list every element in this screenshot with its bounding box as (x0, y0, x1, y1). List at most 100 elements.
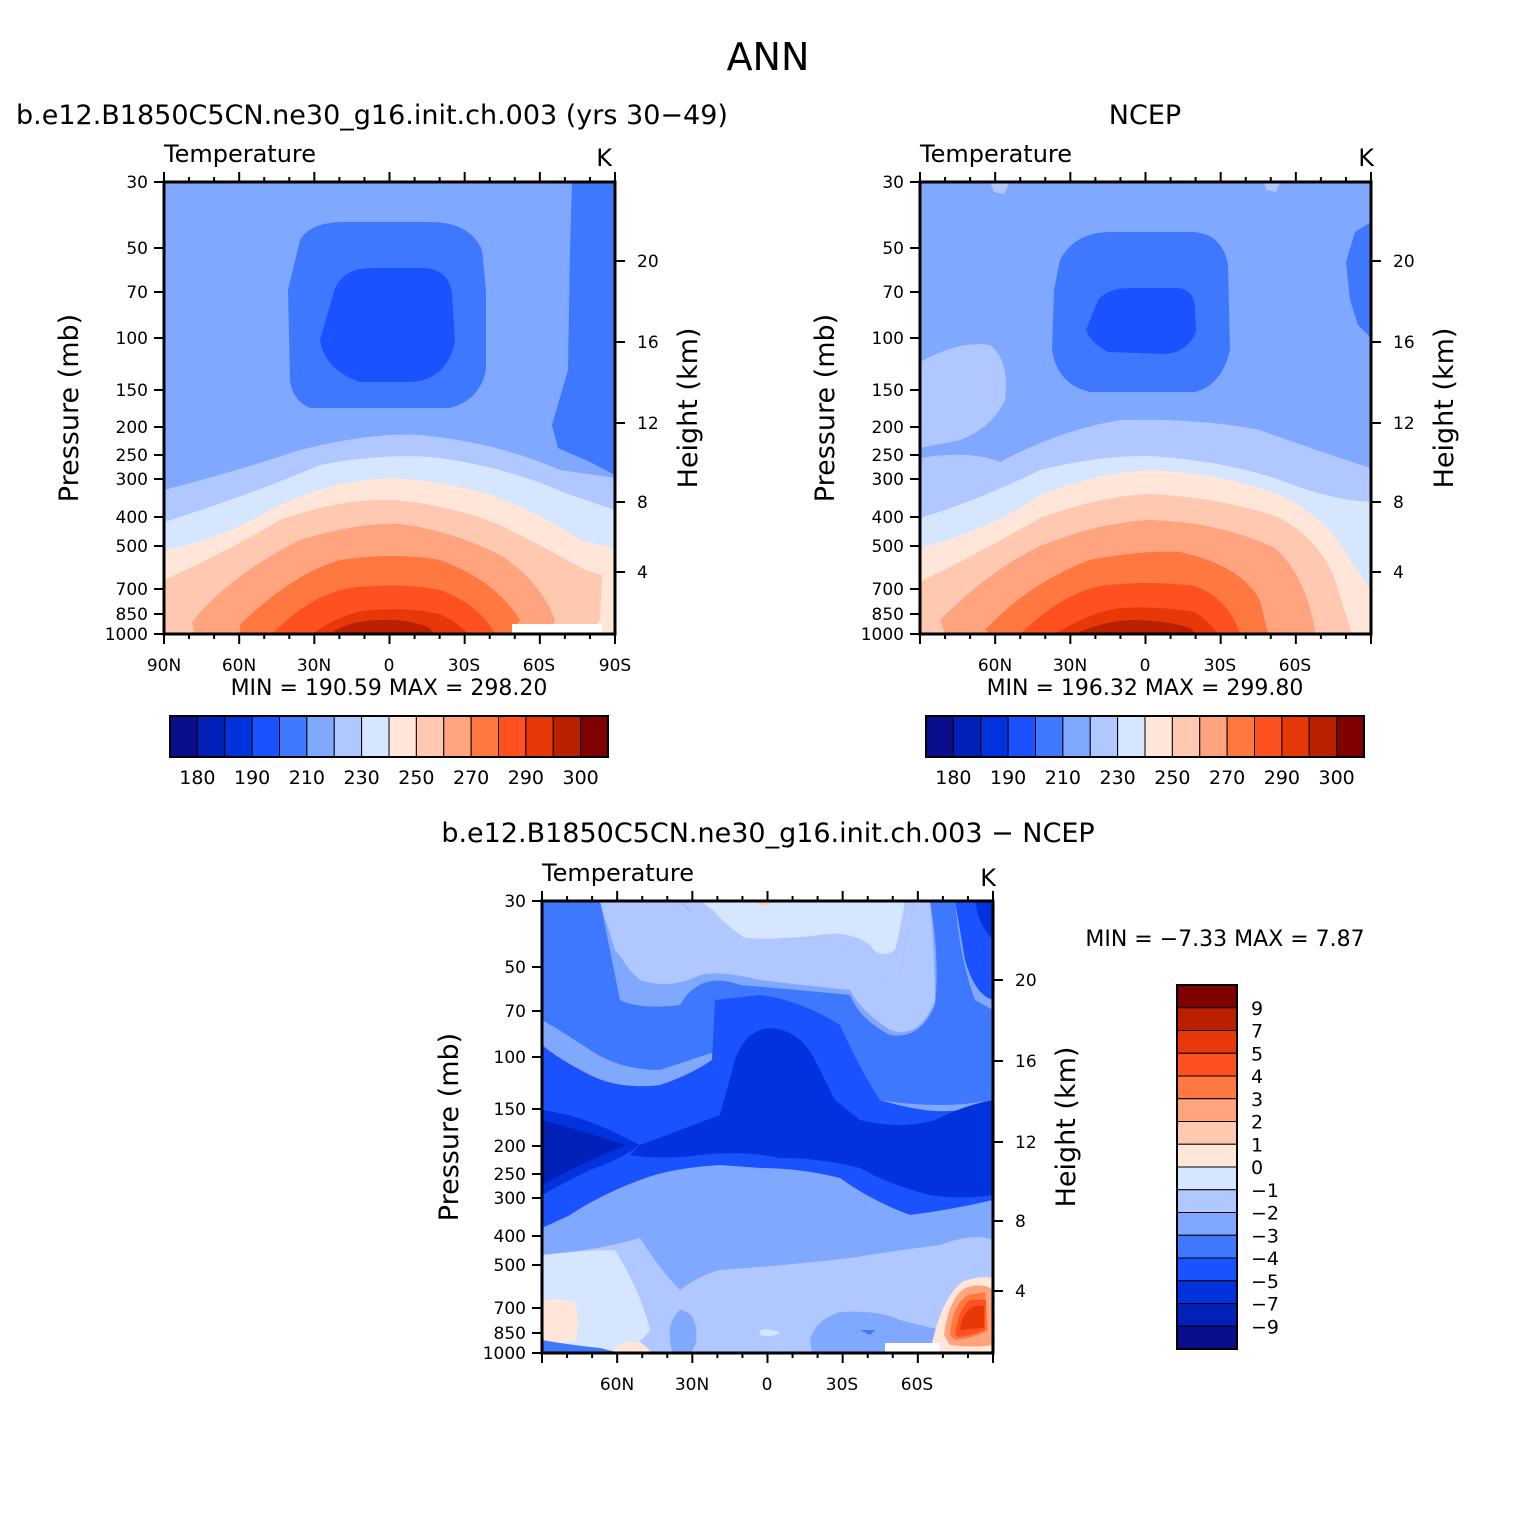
panel-model-ytick-label: 100 (116, 329, 148, 349)
panel-obs-units: K (1358, 144, 1375, 172)
panel-model-variable-label: Temperature (163, 140, 316, 168)
panel-obs-ylabel: Pressure (mb) (810, 314, 841, 502)
panel-model-colorbar: 180 190 210 230 250 270 290 300 (169, 715, 609, 789)
panel-model-xtick-label: 90N (147, 656, 181, 676)
panel-diff-colorbar-label: −7 (1251, 1294, 1279, 1316)
panel-model-y2tick-label: 8 (637, 493, 648, 513)
panel-model-colorbar-box (333, 715, 363, 758)
panel-model-colorbar-box (306, 715, 335, 758)
panel-diff-colorbar-box (1176, 1098, 1238, 1122)
panel-diff-ytick-label: 50 (504, 958, 526, 978)
panel-model-ylabel: Pressure (mb) (54, 314, 85, 502)
panel-obs-ytick-label: 200 (872, 418, 904, 438)
panel-diff-colorbar-label: 0 (1251, 1157, 1263, 1179)
panel-obs-ytick-label: 500 (872, 537, 904, 557)
panel-model-y2tick-label: 4 (637, 563, 648, 583)
panel-diff-ytick-label: 100 (494, 1048, 526, 1068)
panel-diff-xtick-label: 60N (600, 1375, 634, 1395)
panel-model-colorbar-box (580, 715, 609, 758)
panel-model-colorbar-box (470, 715, 499, 758)
panel-model-xtick-label: 60N (222, 656, 256, 676)
panel-obs-xtick-label: 30S (1204, 656, 1236, 676)
panel-obs-ytick-label: 30 (882, 173, 904, 193)
panel-model-colorbar-box (196, 715, 226, 758)
panel-diff-variable-label: Temperature (541, 859, 694, 887)
panel-diff-ytick-label: 1000 (483, 1344, 526, 1364)
panel-diff-contours (542, 901, 993, 1353)
panel-obs-colorbar-box (1226, 715, 1255, 758)
panel-obs-colorbar-box (1062, 715, 1091, 758)
panel-model-y2tick-label: 12 (637, 414, 659, 434)
panel-diff-ytick-label: 700 (494, 1299, 526, 1319)
panel-diff-colorbar-label: 5 (1251, 1043, 1263, 1065)
panel-model-ytick-label: 50 (126, 239, 148, 259)
panel-obs-colorbar-box (1171, 715, 1201, 758)
panel-diff-xtick-label: 60S (901, 1375, 933, 1395)
panel-diff-colorbar-label: −3 (1251, 1225, 1279, 1247)
panel-model-ytick-label: 500 (116, 537, 148, 557)
panel-diff-colorbar-box (1176, 1121, 1238, 1145)
panel-diff-xtick-label: 30S (826, 1375, 858, 1395)
panel-model-ytick-label: 300 (116, 470, 148, 490)
panel-diff: b.e12.B1850C5CN.ne30_g16.init.ch.003 − N… (434, 818, 1365, 1395)
panel-obs-xtick-label: 60N (978, 656, 1012, 676)
panel-model-colorbar-box (525, 715, 554, 758)
panel-obs-colorbar-frame (925, 715, 1365, 758)
panel-model-ytick-label: 700 (116, 580, 148, 600)
panel-diff-ytick-label: 150 (494, 1100, 526, 1120)
panel-model-ytick-label: 150 (116, 381, 148, 401)
panel-obs-ytick-label: 700 (872, 580, 904, 600)
panel-diff-colorbar-label: 9 (1251, 998, 1263, 1020)
panel-diff-colorbar-box (1176, 1325, 1238, 1350)
panel-diff-colorbar-label: 1 (1251, 1134, 1263, 1156)
panel-obs-colorbar-box (1308, 715, 1338, 758)
panel-diff-ylabel: Pressure (mb) (434, 1033, 465, 1221)
panel-obs-colorbar-box (1117, 715, 1146, 758)
panel-model-y2label: Height (km) (673, 328, 704, 489)
panel-model-ytick-label: 850 (116, 605, 148, 625)
panel-diff-colorbar-label: −4 (1251, 1248, 1279, 1270)
panel-obs-y2tick-label: 12 (1393, 414, 1415, 434)
panel-diff-colorbar-box (1176, 1075, 1238, 1100)
panel-diff-colorbar-box (1176, 1212, 1238, 1236)
panel-model-colorbar-frame (169, 715, 609, 758)
panel-obs-colorbar-label: 300 (1318, 767, 1354, 789)
panel-obs-ytick-label: 50 (882, 239, 904, 259)
panel-obs-ytick-label: 850 (872, 605, 904, 625)
panel-obs-colorbar-box (1144, 715, 1173, 758)
panel-model-colorbar-label: 180 (179, 767, 215, 789)
panel-model-colorbar-box (169, 715, 198, 758)
panel-diff-y2tick-label: 20 (1015, 971, 1037, 991)
panel-obs-ytick-label: 250 (872, 446, 904, 466)
panel-obs-xtick-label: 60S (1279, 656, 1311, 676)
panel-obs-colorbar-box (1281, 715, 1310, 758)
panel-diff-colorbar-box (1176, 1234, 1238, 1259)
panel-model-colorbar-box (552, 715, 582, 758)
panel-obs-y2tick-label: 16 (1393, 333, 1415, 353)
panel-model-xtick-label: 60S (523, 656, 555, 676)
panel-obs-ytick-label: 70 (882, 283, 904, 303)
panel-model-colorbar-box (224, 715, 253, 758)
panel-obs-colorbar-box (952, 715, 982, 758)
panel-obs-colorbar-label: 250 (1154, 767, 1190, 789)
panel-model-xtick-label: 90S (599, 656, 631, 676)
panel-model-colorbar-label: 210 (289, 767, 325, 789)
panel-obs-colorbar-box (925, 715, 954, 758)
panel-diff-colorbar-box (1176, 1143, 1238, 1168)
panel-diff-y2label: Height (km) (1051, 1047, 1082, 1208)
panel-diff-colorbar-box (1176, 984, 1238, 1009)
panel-model-colorbar-box (388, 715, 417, 758)
panel-obs-colorbar-box (1007, 715, 1036, 758)
panel-model-colorbar-label: 230 (343, 767, 379, 789)
panel-diff-title: b.e12.B1850C5CN.ne30_g16.init.ch.003 − N… (441, 818, 1094, 849)
panel-diff-ytick-label: 850 (494, 1324, 526, 1344)
panel-model-title: b.e12.B1850C5CN.ne30_g16.init.ch.003 (yr… (16, 100, 728, 131)
panel-diff-colorbar-box (1176, 1280, 1238, 1304)
panel-model-colorbar-label: 290 (508, 767, 544, 789)
figure-title: ANN (727, 35, 810, 79)
panel-obs-ytick-label: 150 (872, 381, 904, 401)
panel-obs-colorbar-box (1254, 715, 1283, 758)
panel-diff-ytick-label: 30 (504, 892, 526, 912)
panel-obs: NCEP Temperature K 305070100150200250300… (810, 100, 1460, 789)
